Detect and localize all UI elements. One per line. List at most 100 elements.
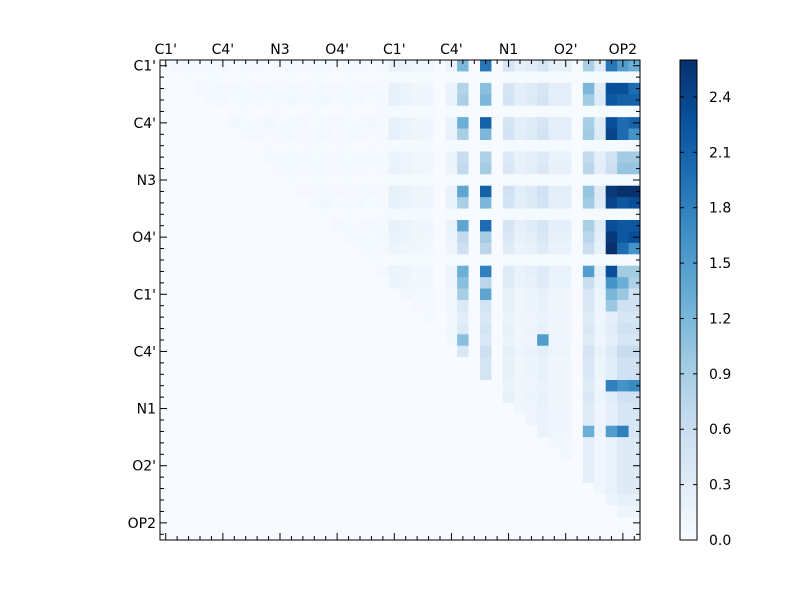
heatmap-cell <box>365 197 378 209</box>
heatmap-cell <box>594 322 607 335</box>
heatmap-cell <box>274 448 287 461</box>
heatmap-cell <box>285 528 298 541</box>
heatmap-cell <box>582 128 595 141</box>
heatmap-cell <box>217 105 229 118</box>
heatmap-cell <box>160 185 172 198</box>
heatmap-cell <box>514 494 527 507</box>
heatmap-cell <box>331 380 344 392</box>
heatmap-cell <box>411 231 424 244</box>
heatmap-cell <box>274 334 287 347</box>
heatmap-cell <box>571 505 584 518</box>
heatmap-cell <box>422 94 435 107</box>
heatmap-cell <box>514 82 527 95</box>
heatmap-cell <box>491 60 504 72</box>
heatmap-cell <box>525 277 538 289</box>
heatmap-cell <box>571 391 584 404</box>
heatmap-cell <box>365 140 378 152</box>
heatmap-cell <box>468 220 481 232</box>
heatmap-cell <box>582 368 595 381</box>
heatmap-cell <box>377 471 389 484</box>
heatmap-cell <box>400 345 412 358</box>
heatmap-cell <box>605 391 618 404</box>
heatmap-cell <box>548 380 561 392</box>
heatmap-cell <box>262 414 275 427</box>
heatmap-cell <box>365 437 378 449</box>
x-tick-label: O2' <box>554 42 578 58</box>
heatmap-cell <box>182 528 195 541</box>
heatmap-cell <box>217 448 229 461</box>
heatmap-cell <box>617 505 629 518</box>
heatmap-cell <box>320 208 332 221</box>
heatmap-cell <box>480 277 492 289</box>
heatmap-cell <box>525 128 538 141</box>
heatmap-cell <box>262 380 275 392</box>
heatmap-cell <box>331 494 344 507</box>
heatmap-cell <box>262 425 275 438</box>
heatmap-cell <box>160 151 172 164</box>
heatmap-cell <box>434 105 447 118</box>
heatmap-cell <box>525 140 538 152</box>
heatmap-cell <box>217 425 229 438</box>
heatmap-cell <box>400 174 412 187</box>
heatmap-cell <box>514 357 527 369</box>
heatmap-cell <box>262 265 275 278</box>
heatmap-cell <box>377 494 389 507</box>
heatmap-cell <box>205 94 218 107</box>
heatmap-cell <box>160 140 172 152</box>
heatmap-cell <box>354 437 367 449</box>
heatmap-cell <box>331 140 344 152</box>
heatmap-cell <box>285 71 298 84</box>
heatmap-cell <box>182 140 195 152</box>
heatmap-cell <box>342 231 355 244</box>
heatmap-cell <box>377 402 389 415</box>
heatmap-cell <box>582 60 595 72</box>
heatmap-cell <box>571 174 584 187</box>
heatmap-cell <box>411 460 424 472</box>
x-tick-label: O4' <box>325 42 349 58</box>
heatmap-cell <box>331 322 344 335</box>
heatmap-cell <box>205 71 218 84</box>
heatmap-cell <box>354 265 367 278</box>
heatmap-cell <box>320 140 332 152</box>
heatmap-cell <box>228 334 241 347</box>
heatmap-cell <box>228 140 241 152</box>
heatmap-cell <box>537 402 549 415</box>
heatmap-cell <box>434 208 447 221</box>
heatmap-cell <box>285 425 298 438</box>
heatmap-cell <box>400 220 412 232</box>
heatmap-cell <box>411 448 424 461</box>
heatmap-cell <box>434 231 447 244</box>
heatmap-cell <box>160 71 172 84</box>
heatmap-cell <box>205 254 218 267</box>
heatmap-cell <box>445 357 458 369</box>
heatmap-cell <box>308 517 321 529</box>
heatmap-cell <box>422 357 435 369</box>
heatmap-cell <box>617 185 629 198</box>
heatmap-cell <box>525 82 538 95</box>
heatmap-cell <box>331 277 344 289</box>
heatmap-cell <box>571 460 584 472</box>
heatmap-cell <box>331 82 344 95</box>
heatmap-cell <box>617 482 629 495</box>
heatmap-cell <box>388 174 401 187</box>
heatmap-cell <box>377 197 389 209</box>
heatmap-cell <box>457 471 469 484</box>
heatmap-cell <box>468 380 481 392</box>
heatmap-cell <box>548 265 561 278</box>
heatmap-cell <box>251 494 264 507</box>
heatmap-cell <box>491 185 504 198</box>
heatmap-cell <box>217 380 229 392</box>
heatmap-cell <box>617 391 629 404</box>
heatmap-cell <box>525 357 538 369</box>
heatmap-cell <box>422 517 435 529</box>
heatmap-cell <box>377 482 389 495</box>
heatmap-cell <box>411 357 424 369</box>
heatmap-cell <box>285 208 298 221</box>
heatmap-cell <box>582 94 595 107</box>
heatmap-cell <box>422 528 435 541</box>
heatmap-cell <box>320 368 332 381</box>
heatmap-cell <box>571 231 584 244</box>
heatmap-cell <box>560 402 572 415</box>
heatmap-cell <box>297 300 309 312</box>
heatmap-cell <box>354 345 367 358</box>
